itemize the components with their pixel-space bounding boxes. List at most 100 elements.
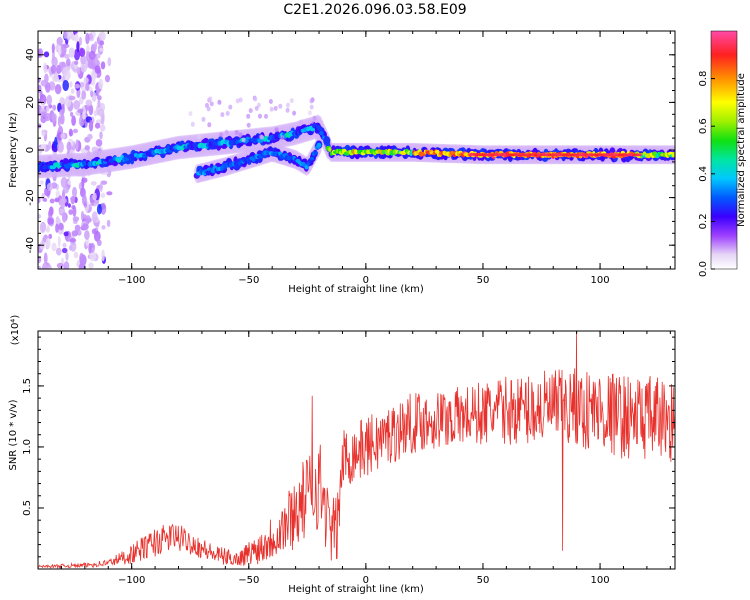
heatmap-cell [629, 153, 634, 157]
heatmap-cell [38, 256, 42, 264]
heatmap-cell [635, 153, 639, 157]
heatmap-cell [91, 211, 98, 223]
heatmap-cell [316, 142, 322, 148]
heatmap-cell [615, 153, 620, 157]
heatmap-cell [40, 79, 47, 87]
heatmap-cell [48, 233, 53, 240]
snr-x-tick-label: 50 [477, 575, 490, 586]
heatmap-cell [68, 209, 73, 215]
heatmap-cell [309, 98, 314, 104]
heatmap-cell [587, 153, 592, 157]
heatmap-cell [59, 109, 64, 116]
heatmap-cell [269, 106, 274, 112]
heatmap-cell [475, 153, 479, 157]
heatmap-cell [517, 153, 521, 157]
heatmap-cell [99, 31, 106, 41]
heatmap-cell [60, 44, 67, 56]
heatmap-cell [486, 153, 490, 157]
heatmap-y-tick-label: 40 [25, 48, 36, 61]
heatmap-cell [99, 40, 105, 46]
heatmap-cell [534, 153, 538, 157]
heatmap-cell [57, 235, 61, 248]
heatmap-cell [286, 102, 290, 108]
heatmap-cell [38, 265, 42, 269]
heatmap-cell [48, 264, 52, 269]
heatmap-cell [60, 113, 65, 125]
heatmap-cell [91, 228, 97, 235]
heatmap-cell [90, 90, 94, 98]
heatmap-cell [100, 61, 106, 70]
heatmap-cell [75, 139, 79, 151]
heatmap-cell [61, 247, 68, 254]
heatmap-cell [83, 201, 87, 208]
heatmap-cell [95, 139, 103, 147]
heatmap-cell [62, 79, 69, 92]
heatmap-cell [67, 203, 71, 208]
heatmap-cell [74, 83, 81, 89]
heatmap-cell [104, 74, 111, 83]
snr-plot [38, 331, 675, 569]
heatmap-cell [87, 133, 93, 140]
heatmap-cell [106, 191, 113, 196]
heatmap-cell [41, 101, 45, 109]
colorbar-tick-label: 0.8 [698, 71, 709, 87]
heatmap-cell [299, 119, 304, 125]
heatmap-cell [315, 135, 319, 141]
heatmap-cell [99, 47, 104, 52]
heatmap-cell [38, 196, 41, 204]
heatmap-cell [70, 196, 76, 201]
heatmap-cell [69, 238, 77, 243]
heatmap-cell [49, 198, 55, 204]
heatmap-cell [508, 153, 513, 157]
heatmap-cell [567, 153, 572, 157]
heatmap-cell [45, 227, 50, 233]
heatmap-x-tick-label: 0 [363, 275, 369, 286]
heatmap-cell [68, 47, 75, 58]
heatmap-cell [562, 153, 566, 157]
heatmap-cell [74, 33, 79, 43]
heatmap-cell [84, 230, 90, 240]
heatmap-cell [73, 251, 79, 259]
heatmap-cell [621, 153, 625, 157]
heatmap-cell [94, 65, 101, 74]
heatmap-cell [304, 165, 309, 170]
heatmap-cell [76, 229, 82, 236]
heatmap-cell [68, 95, 76, 101]
heatmap-cell [225, 110, 230, 116]
heatmap-cell [71, 205, 76, 210]
heatmap-cell [96, 86, 100, 97]
heatmap-cell [43, 51, 50, 58]
heatmap-cell [312, 115, 317, 121]
heatmap-cell [67, 31, 71, 37]
heatmap-cell [63, 231, 69, 237]
heatmap-cell [503, 153, 507, 157]
heatmap-cell [52, 75, 60, 82]
heatmap-cell [638, 153, 642, 157]
heatmap-x-tick-label: −100 [118, 275, 145, 286]
heatmap-cell [99, 182, 103, 193]
heatmap-cell [610, 153, 614, 157]
heatmap-y-tick-label: -40 [25, 237, 36, 253]
heatmap-cell [97, 108, 105, 117]
snr-frame [37, 330, 676, 570]
heatmap-cell [253, 96, 258, 102]
heatmap-cell [576, 153, 580, 157]
heatmap-cell [43, 252, 48, 265]
colorbar-tick-label: 0.6 [698, 118, 709, 134]
heatmap-cell [93, 230, 101, 242]
heatmap-cell [54, 197, 60, 203]
heatmap-cell [60, 197, 67, 204]
heatmap-cell [56, 247, 62, 256]
heatmap-cell [235, 98, 240, 104]
heatmap-y-tick-label: -20 [25, 189, 36, 205]
heatmap-cell [514, 153, 518, 157]
colorbar-tick-label: 0.2 [698, 213, 709, 229]
heatmap-cell [292, 110, 297, 116]
snr-x-tick-label: −50 [238, 575, 259, 586]
heatmap-cell [268, 99, 273, 104]
heatmap-cell [565, 153, 569, 157]
heatmap-cell [38, 84, 42, 94]
heatmap-cell [328, 147, 332, 152]
heatmap-cell [593, 153, 597, 157]
heatmap-cell [68, 128, 73, 137]
